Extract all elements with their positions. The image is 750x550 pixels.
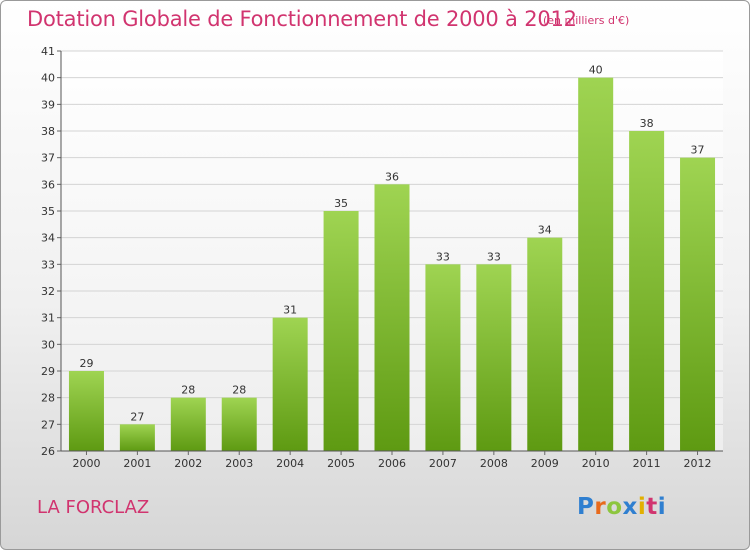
data-label-2006: 36 — [385, 170, 399, 183]
x-tick-label-2008: 2008 — [480, 457, 508, 470]
y-tick-label-7: 33 — [41, 258, 55, 271]
data-label-2012: 37 — [691, 144, 705, 157]
x-tick-label-2005: 2005 — [327, 457, 355, 470]
logo-letter-3: x — [622, 494, 638, 520]
y-tick-label-9: 35 — [41, 205, 55, 218]
y-tick-label-12: 38 — [41, 125, 55, 138]
bar-2010 — [578, 77, 614, 452]
y-tick-label-6: 32 — [41, 285, 55, 298]
commune-name: LA FORCLAZ — [37, 497, 150, 518]
x-tick-label-2009: 2009 — [531, 457, 559, 470]
data-label-2009: 34 — [538, 224, 552, 237]
bars — [68, 77, 716, 452]
y-tick-label-3: 29 — [41, 365, 55, 378]
logo-letter-5: t — [646, 494, 658, 520]
x-tick-label-2011: 2011 — [633, 457, 661, 470]
data-label-2010: 40 — [589, 64, 603, 77]
y-tick-label-4: 30 — [41, 338, 55, 351]
y-tick-label-5: 31 — [41, 312, 55, 325]
logo-letter-1: r — [594, 494, 607, 520]
bar-2004 — [272, 317, 308, 451]
chart-title: Dotation Globale de Fonctionnement de 20… — [27, 7, 577, 31]
x-tick-label-2003: 2003 — [225, 457, 253, 470]
data-label-2004: 31 — [283, 304, 297, 317]
data-labels: 29 27 28 28 31 35 36 33 33 34 40 38 37 — [79, 64, 704, 424]
x-tick-label-2006: 2006 — [378, 457, 406, 470]
data-label-2003: 28 — [232, 384, 246, 397]
bar-2000 — [68, 371, 104, 451]
bar-2002 — [170, 397, 206, 451]
x-tick-label-2010: 2010 — [582, 457, 610, 470]
y-tick-label-10: 36 — [41, 178, 55, 191]
x-tick-label-2002: 2002 — [174, 457, 202, 470]
bar-2008 — [476, 264, 512, 451]
bar-2007 — [425, 264, 461, 451]
proxiti-logo: Proxiti — [577, 494, 666, 520]
y-tick-labels: 26 27 28 29 30 31 32 33 34 35 36 37 38 39 40 41 — [41, 45, 55, 458]
y-tick-label-13: 39 — [41, 98, 55, 111]
data-label-2002: 28 — [181, 384, 195, 397]
bar-2001 — [119, 424, 155, 451]
axes — [60, 51, 723, 455]
x-tick-label-2000: 2000 — [72, 457, 100, 470]
x-tick-label-2001: 2001 — [123, 457, 151, 470]
data-label-2011: 38 — [640, 117, 654, 130]
bar-2003 — [221, 397, 257, 451]
y-tick-label-2: 28 — [41, 392, 55, 405]
bar-2006 — [374, 184, 410, 452]
data-label-2001: 27 — [130, 410, 144, 423]
y-tick-label-0: 26 — [41, 445, 55, 458]
logo-letter-0: P — [577, 494, 595, 520]
logo-letter-2: o — [606, 494, 623, 520]
y-tick-label-11: 37 — [41, 152, 55, 165]
data-label-2000: 29 — [79, 357, 93, 370]
data-label-2008: 33 — [487, 250, 501, 263]
x-tick-label-2007: 2007 — [429, 457, 457, 470]
bar-2011 — [629, 131, 665, 451]
y-tick-label-15: 41 — [41, 45, 55, 58]
logo-letter-4: i — [637, 494, 647, 520]
bar-2012 — [680, 157, 716, 451]
y-tick-label-8: 34 — [41, 232, 55, 245]
y-tick-label-1: 27 — [41, 418, 55, 431]
y-tick-label-14: 40 — [41, 72, 55, 85]
chart-unit: (en milliers d'€) — [543, 14, 630, 27]
data-label-2005: 35 — [334, 197, 348, 210]
data-label-2007: 33 — [436, 250, 450, 263]
x-tick-labels: 2000 2001 2002 2003 2004 2005 2006 2007 2008 2009… — [72, 457, 711, 470]
bar-2009 — [527, 237, 563, 451]
x-tick-label-2012: 2012 — [684, 457, 712, 470]
logo-letter-6: i — [657, 494, 667, 520]
x-tick-label-2004: 2004 — [276, 457, 304, 470]
bar-2005 — [323, 211, 359, 451]
